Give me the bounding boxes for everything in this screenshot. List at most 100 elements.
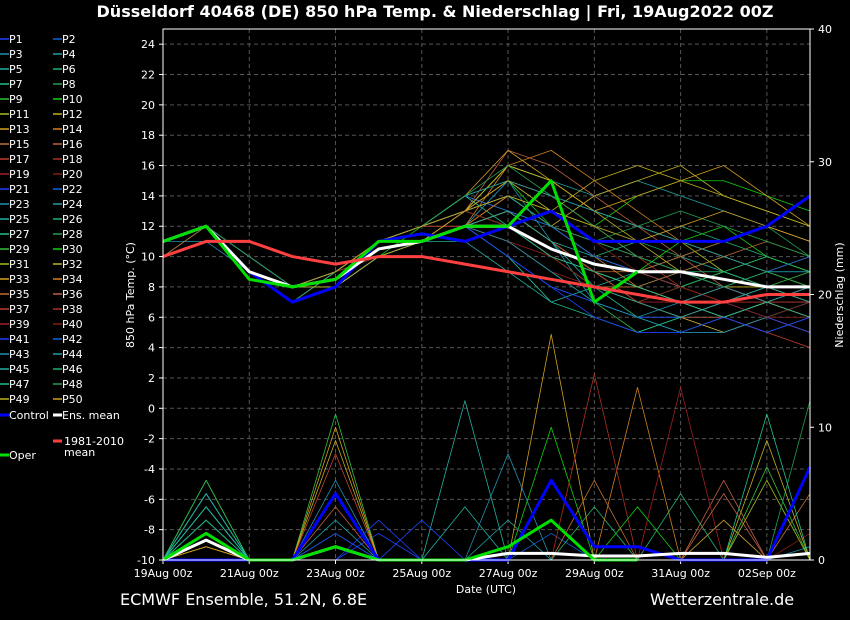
precip-line bbox=[162, 479, 810, 561]
legend-label: P6 bbox=[62, 63, 76, 76]
legend-label: P41 bbox=[9, 333, 30, 346]
precip-line bbox=[162, 373, 810, 561]
legend-label: P32 bbox=[62, 258, 83, 271]
x-tick-label: 19Aug 00z bbox=[134, 567, 193, 580]
legend-label: P48 bbox=[62, 378, 83, 391]
legend-label: P40 bbox=[62, 318, 83, 331]
legend-label: P38 bbox=[62, 303, 83, 316]
y-tick-label: 6 bbox=[148, 311, 155, 324]
precip-line bbox=[162, 413, 811, 561]
precip-line bbox=[162, 479, 810, 561]
legend-label: Control bbox=[9, 409, 49, 422]
x-tick-label: 27Aug 00z bbox=[479, 567, 538, 580]
x-tick-label: 21Aug 00z bbox=[220, 567, 279, 580]
temp-line bbox=[162, 195, 810, 303]
legend-label: P33 bbox=[9, 273, 30, 286]
y-tick-label: 10 bbox=[141, 251, 155, 264]
x-tick-label: 31Aug 00z bbox=[651, 567, 710, 580]
y-tick-label: 12 bbox=[141, 220, 155, 233]
legend-label: P46 bbox=[62, 363, 83, 376]
y-tick-label: 8 bbox=[148, 281, 155, 294]
legend-label: P20 bbox=[62, 168, 83, 181]
y-tick-label: 18 bbox=[141, 129, 155, 142]
legend-label: P7 bbox=[9, 78, 23, 91]
y-tick-label: 14 bbox=[141, 190, 155, 203]
legend-label: Oper bbox=[9, 449, 36, 462]
y-tick-label: 0 bbox=[148, 402, 155, 415]
legend-label: P31 bbox=[9, 258, 30, 271]
legend-label: P34 bbox=[62, 273, 83, 286]
precip-line bbox=[162, 387, 810, 561]
y2-tick-label: 20 bbox=[818, 289, 832, 302]
legend-label: P37 bbox=[9, 303, 30, 316]
legend-label: P47 bbox=[9, 378, 30, 391]
legend-label: P15 bbox=[9, 138, 30, 151]
chart-title: Düsseldorf 40468 (DE) 850 hPa Temp. & Ni… bbox=[97, 2, 774, 22]
precip-line bbox=[162, 400, 810, 561]
legend-label: P36 bbox=[62, 288, 83, 301]
legend-label: P11 bbox=[9, 108, 30, 121]
x-tick-label: 25Aug 00z bbox=[392, 567, 451, 580]
temp-line bbox=[162, 195, 811, 303]
y-tick-label: -10 bbox=[137, 554, 155, 567]
y-tick-label: 2 bbox=[148, 372, 155, 385]
y-tick-label: -6 bbox=[144, 493, 155, 506]
legend-label: P2 bbox=[62, 33, 76, 46]
y-tick-label: 4 bbox=[148, 342, 155, 355]
legend-label: P14 bbox=[62, 123, 83, 136]
plot-frame bbox=[162, 28, 811, 561]
precip-line bbox=[162, 413, 811, 561]
y-tick-label: -2 bbox=[144, 433, 155, 446]
legend-label: P27 bbox=[9, 228, 30, 241]
legend-label: P8 bbox=[62, 78, 76, 91]
y-tick-label: 16 bbox=[141, 160, 155, 173]
x-tick-label: 23Aug 00z bbox=[306, 567, 365, 580]
legend-label: P5 bbox=[9, 63, 23, 76]
legend-label: Ens. mean bbox=[62, 409, 120, 422]
footer-right: Wetterzentrale.de bbox=[650, 590, 795, 609]
x-axis-label: Date (UTC) bbox=[456, 583, 516, 596]
legend-label: P12 bbox=[62, 108, 83, 121]
x-tick-label: 02Sep 00z bbox=[738, 567, 796, 580]
y2-tick-label: 40 bbox=[818, 23, 832, 36]
y-tick-label: 22 bbox=[141, 69, 155, 82]
y2-axis-label: Niederschlag (mm) bbox=[833, 242, 846, 347]
legend-label: P39 bbox=[9, 318, 30, 331]
y-axis-label: 850 hPa Temp. (°C) bbox=[124, 242, 137, 348]
legend-label: P3 bbox=[9, 48, 23, 61]
legend-label: P23 bbox=[9, 198, 30, 211]
precip-line bbox=[162, 493, 810, 561]
legend-label: P43 bbox=[9, 348, 30, 361]
y-tick-label: -8 bbox=[144, 524, 155, 537]
y-tick-label: -4 bbox=[144, 463, 155, 476]
legend-label: P16 bbox=[62, 138, 83, 151]
legend-label: P22 bbox=[62, 183, 83, 196]
precip-line bbox=[162, 479, 810, 561]
y2-tick-label: 30 bbox=[818, 156, 832, 169]
legend-label: P24 bbox=[62, 198, 83, 211]
legend-label: 1981-2010 mean bbox=[64, 435, 124, 459]
legend-label: P17 bbox=[9, 153, 30, 166]
legend-label: P13 bbox=[9, 123, 30, 136]
legend-label: P19 bbox=[9, 168, 30, 181]
legend-label: P49 bbox=[9, 393, 30, 406]
y2-tick-label: 0 bbox=[818, 554, 825, 567]
legend-label: P35 bbox=[9, 288, 30, 301]
temp-line bbox=[162, 195, 810, 303]
temp-line bbox=[162, 179, 639, 304]
legend-label: P30 bbox=[62, 243, 83, 256]
precip-line bbox=[162, 479, 811, 561]
legend-label: P9 bbox=[9, 93, 23, 106]
legend-label: P29 bbox=[9, 243, 30, 256]
precip-line bbox=[162, 479, 810, 561]
temp-line bbox=[162, 239, 810, 304]
temp-line bbox=[162, 194, 811, 304]
legend-label: P50 bbox=[62, 393, 83, 406]
legend-label: P28 bbox=[62, 228, 83, 241]
legend-label: P45 bbox=[9, 363, 30, 376]
legend-label: P42 bbox=[62, 333, 83, 346]
legend-label: P26 bbox=[62, 213, 83, 226]
footer-left: ECMWF Ensemble, 51.2N, 6.8E bbox=[120, 590, 368, 609]
precip-line bbox=[162, 333, 810, 561]
